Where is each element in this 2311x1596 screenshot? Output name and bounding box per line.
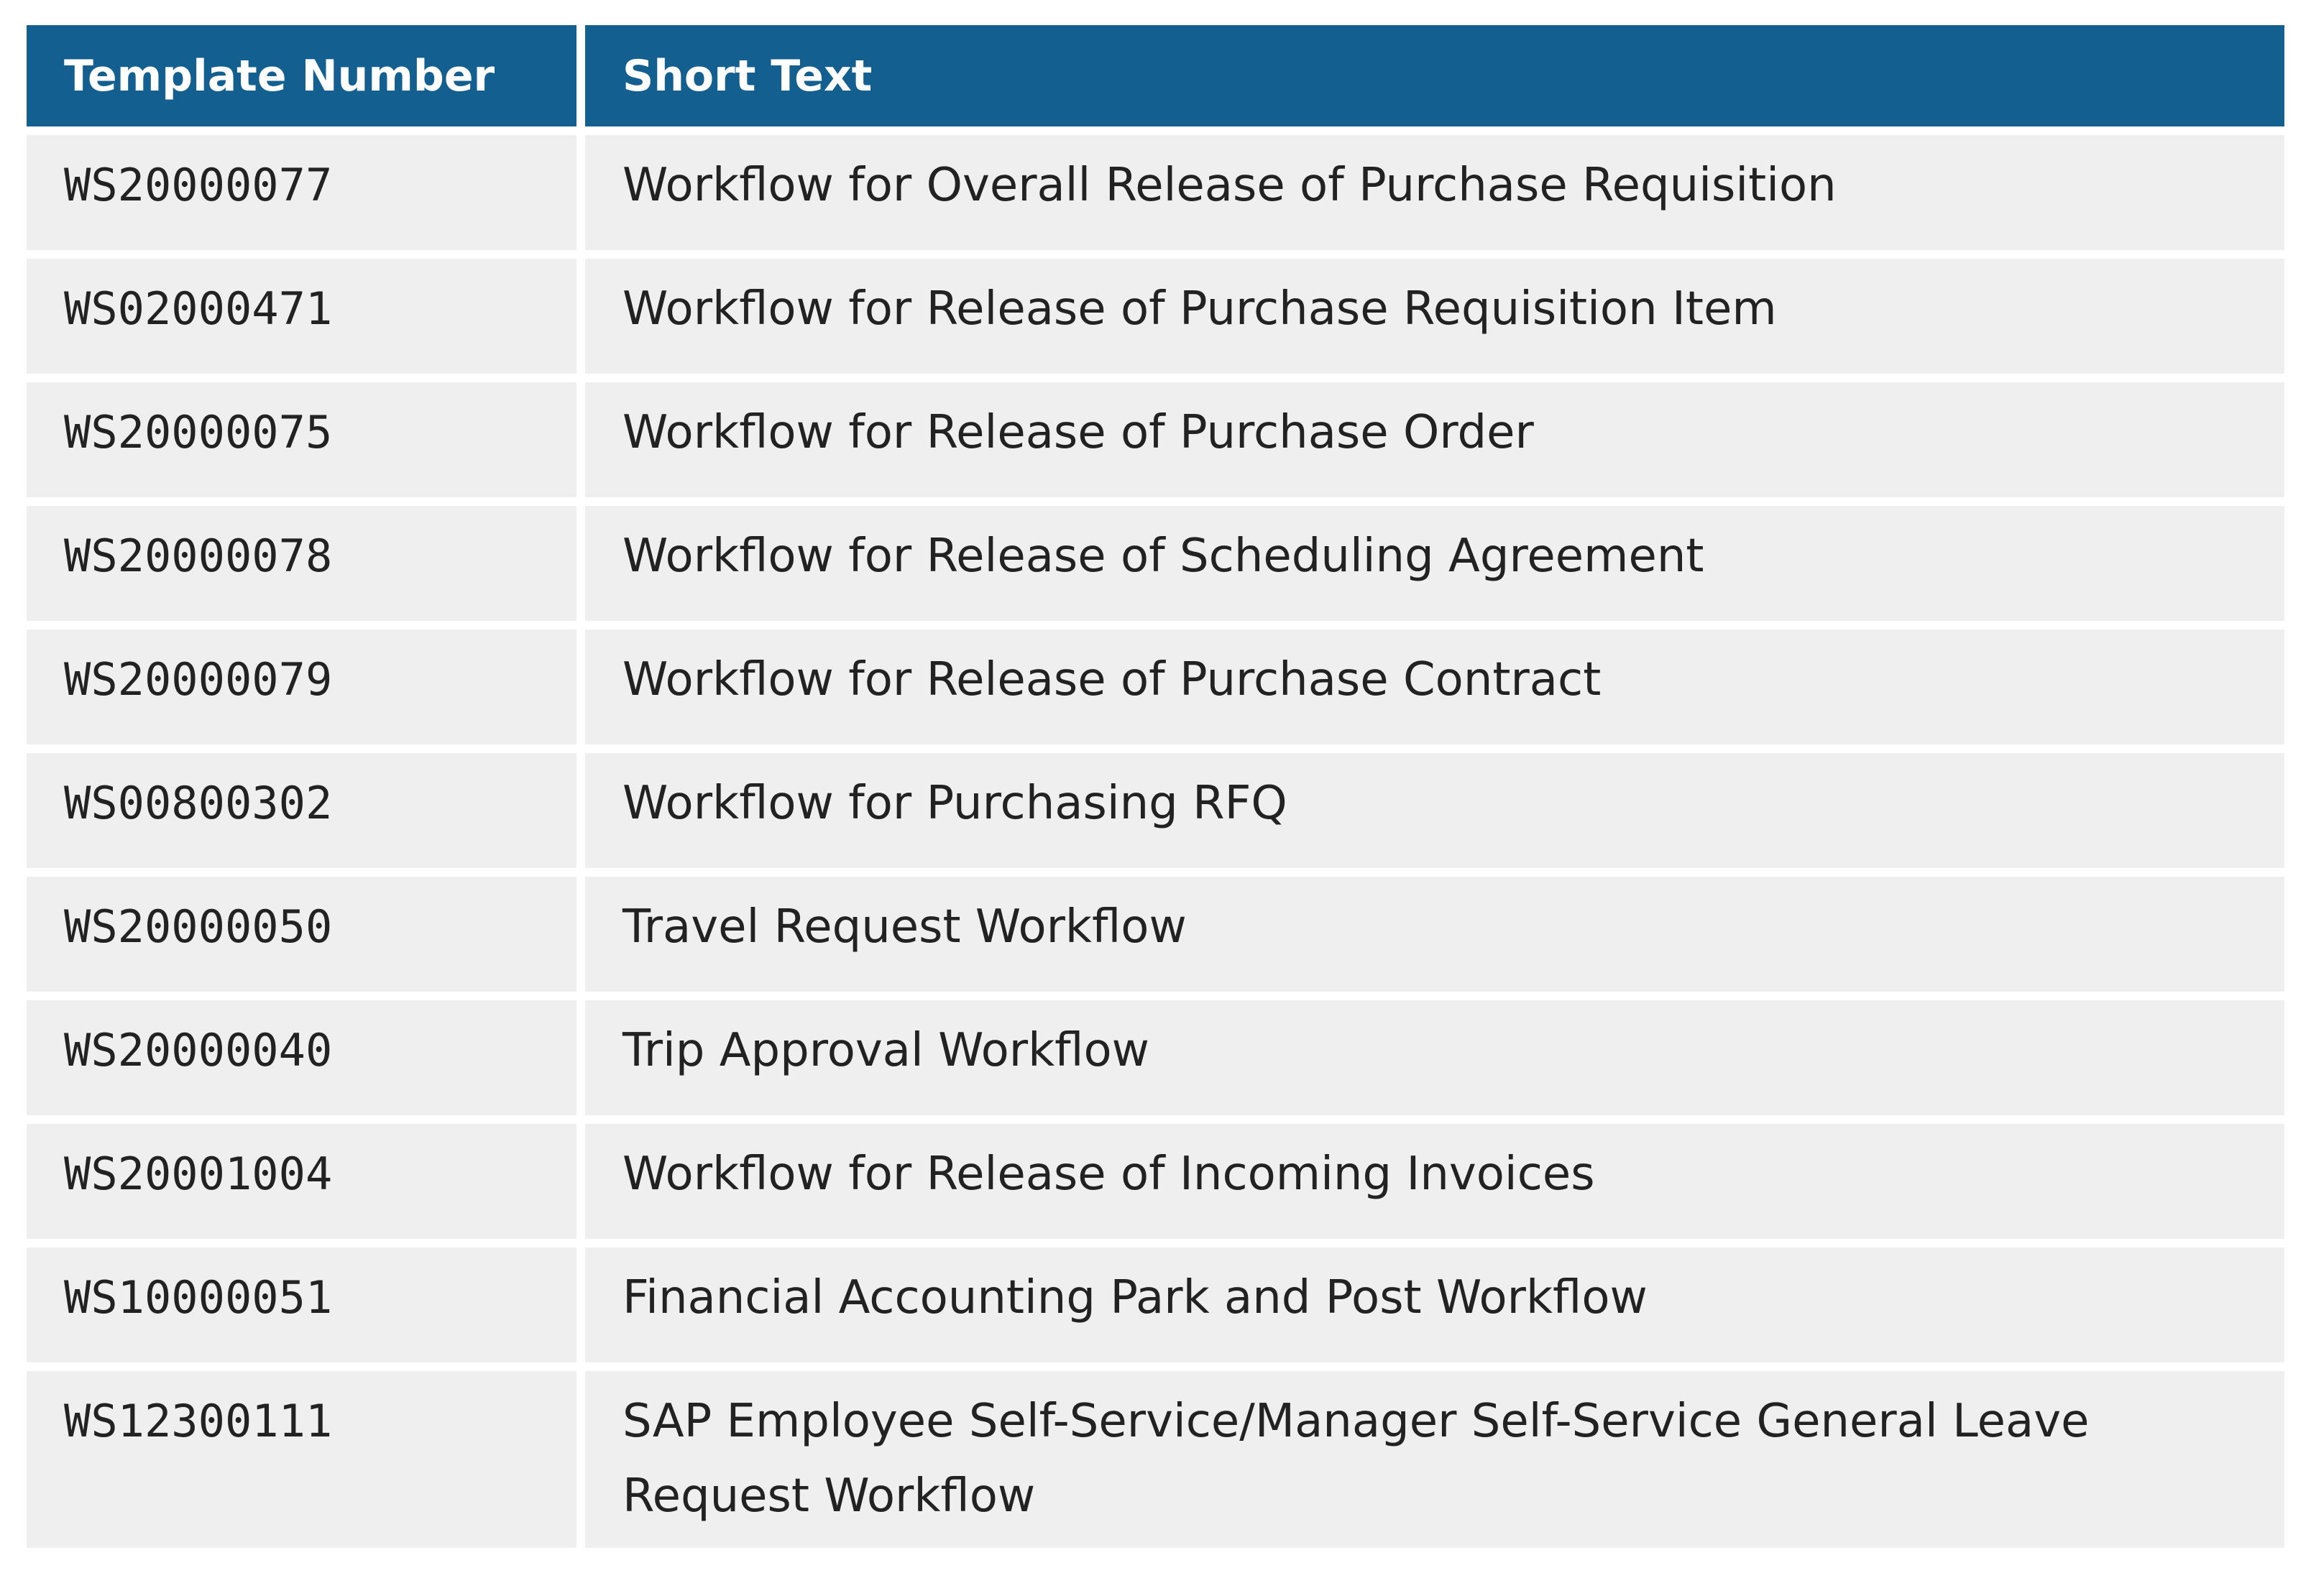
short-text: Workflow for Release of Purchase Order <box>585 382 2284 497</box>
table-row: WS00800302 Workflow for Purchasing RFQ <box>27 753 2284 868</box>
template-number: WS20000077 <box>27 135 576 250</box>
cell-text: Trip Approval Workflow <box>622 1024 1149 1077</box>
table-row: WS20000040 Trip Approval Workflow <box>27 1000 2284 1115</box>
cell-text: Workflow for Release of Purchase Contrac… <box>622 653 1602 706</box>
template-number: WS12300111 <box>27 1371 576 1548</box>
short-text: Workflow for Release of Purchase Contrac… <box>585 629 2284 744</box>
template-number: WS02000471 <box>27 259 576 374</box>
cell-text: WS02000471 <box>64 282 333 335</box>
cell-text: WS20000077 <box>64 159 333 211</box>
short-text: SAP Employee Self-Service/Manager Self-S… <box>585 1371 2284 1548</box>
short-text: Trip Approval Workflow <box>585 1000 2284 1115</box>
cell-text: SAP Employee Self-Service/Manager Self-S… <box>622 1395 2090 1523</box>
short-text: Financial Accounting Park and Post Workf… <box>585 1247 2284 1362</box>
cell-text: WS20001004 <box>64 1148 333 1200</box>
short-text: Workflow for Release of Incoming Invoice… <box>585 1124 2284 1239</box>
cell-text: WS20000050 <box>64 900 333 953</box>
cell-text: WS00800302 <box>64 777 333 829</box>
cell-text: Workflow for Release of Incoming Invoice… <box>622 1148 1595 1201</box>
table-row: WS20000079 Workflow for Release of Purcha… <box>27 629 2284 744</box>
template-number: WS20000040 <box>27 1000 576 1115</box>
template-number: WS20000079 <box>27 629 576 744</box>
template-number: WS00800302 <box>27 753 576 868</box>
table-row: WS20000078 Workflow for Release of Schedu… <box>27 506 2284 621</box>
cell-text: WS10000051 <box>64 1271 333 1324</box>
cell-text: Financial Accounting Park and Post Workf… <box>622 1271 1648 1324</box>
table-row: WS10000051 Financial Accounting Park and … <box>27 1247 2284 1362</box>
cell-text: Workflow for Overall Release of Purchase… <box>622 159 1837 212</box>
template-number: WS20001004 <box>27 1124 576 1239</box>
short-text: Travel Request Workflow <box>585 877 2284 992</box>
template-number: WS20000078 <box>27 506 576 621</box>
cell-text: WS20000078 <box>64 530 333 582</box>
short-text: Workflow for Overall Release of Purchase… <box>585 135 2284 250</box>
table-row: WS20000075 Workflow for Release of Purcha… <box>27 382 2284 497</box>
template-number: WS10000051 <box>27 1247 576 1362</box>
cell-text: Workflow for Release of Scheduling Agree… <box>622 530 1704 583</box>
cell-text: WS20000075 <box>64 406 333 458</box>
short-text: Workflow for Purchasing RFQ <box>585 753 2284 868</box>
template-number: WS20000075 <box>27 382 576 497</box>
table-row: WS02000471 Workflow for Release of Purcha… <box>27 259 2284 374</box>
cell-text: Workflow for Release of Purchase Order <box>622 406 1534 459</box>
table-row: WS20000050 Travel Request Workflow <box>27 877 2284 992</box>
table-row: WS20001004 Workflow for Release of Incomi… <box>27 1124 2284 1239</box>
cell-text: WS20000040 <box>64 1024 333 1076</box>
cell-text: WS20000079 <box>64 653 333 706</box>
column-header: Template Number <box>27 25 576 126</box>
table-row: WS12300111 SAP Employee Self-Service/Mana… <box>27 1371 2284 1548</box>
short-text: Workflow for Release of Purchase Requisi… <box>585 259 2284 374</box>
cell-text: Workflow for Release of Purchase Requisi… <box>622 282 1777 336</box>
column-header: Short Text <box>585 25 2284 126</box>
cell-text: Travel Request Workflow <box>622 900 1187 954</box>
header-row: Template Number Short Text <box>27 25 2284 126</box>
template-number: WS20000050 <box>27 877 576 992</box>
short-text: Workflow for Release of Scheduling Agree… <box>585 506 2284 621</box>
cell-text: Workflow for Purchasing RFQ <box>622 777 1287 830</box>
workflow-table: Template Number Short Text WS20000077 Work… <box>18 17 2293 1556</box>
table-row: WS20000077 Workflow for Overall Release o… <box>27 135 2284 250</box>
cell-text: WS12300111 <box>64 1395 333 1447</box>
